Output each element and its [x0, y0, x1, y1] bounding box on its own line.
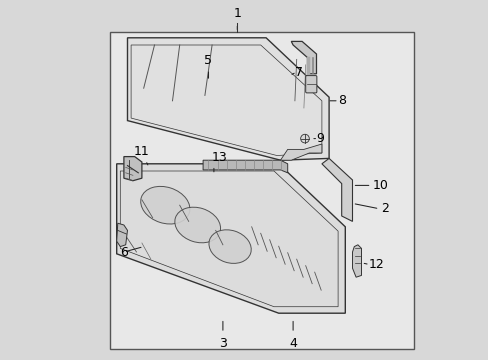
Bar	[109, 32, 413, 349]
Polygon shape	[117, 164, 345, 313]
Text: 5: 5	[204, 54, 212, 67]
Text: 6: 6	[120, 246, 128, 258]
Polygon shape	[321, 158, 352, 221]
Text: 7: 7	[294, 66, 302, 78]
Text: 3: 3	[219, 337, 226, 350]
Text: 12: 12	[368, 258, 384, 271]
Polygon shape	[127, 38, 328, 160]
Text: 1: 1	[233, 7, 241, 20]
Text: 2: 2	[381, 202, 388, 215]
Ellipse shape	[208, 230, 251, 264]
Polygon shape	[280, 144, 321, 160]
Text: 9: 9	[316, 132, 324, 145]
Polygon shape	[117, 223, 127, 247]
Text: 4: 4	[288, 337, 296, 350]
Ellipse shape	[141, 186, 189, 224]
Text: 11: 11	[134, 145, 149, 158]
Polygon shape	[203, 160, 287, 173]
Polygon shape	[123, 157, 142, 181]
Text: 13: 13	[212, 151, 227, 164]
Ellipse shape	[175, 207, 220, 243]
Polygon shape	[291, 41, 316, 74]
Text: 8: 8	[337, 94, 346, 107]
Circle shape	[300, 134, 309, 143]
FancyBboxPatch shape	[305, 76, 316, 93]
Text: 10: 10	[371, 179, 387, 192]
Polygon shape	[352, 245, 361, 277]
